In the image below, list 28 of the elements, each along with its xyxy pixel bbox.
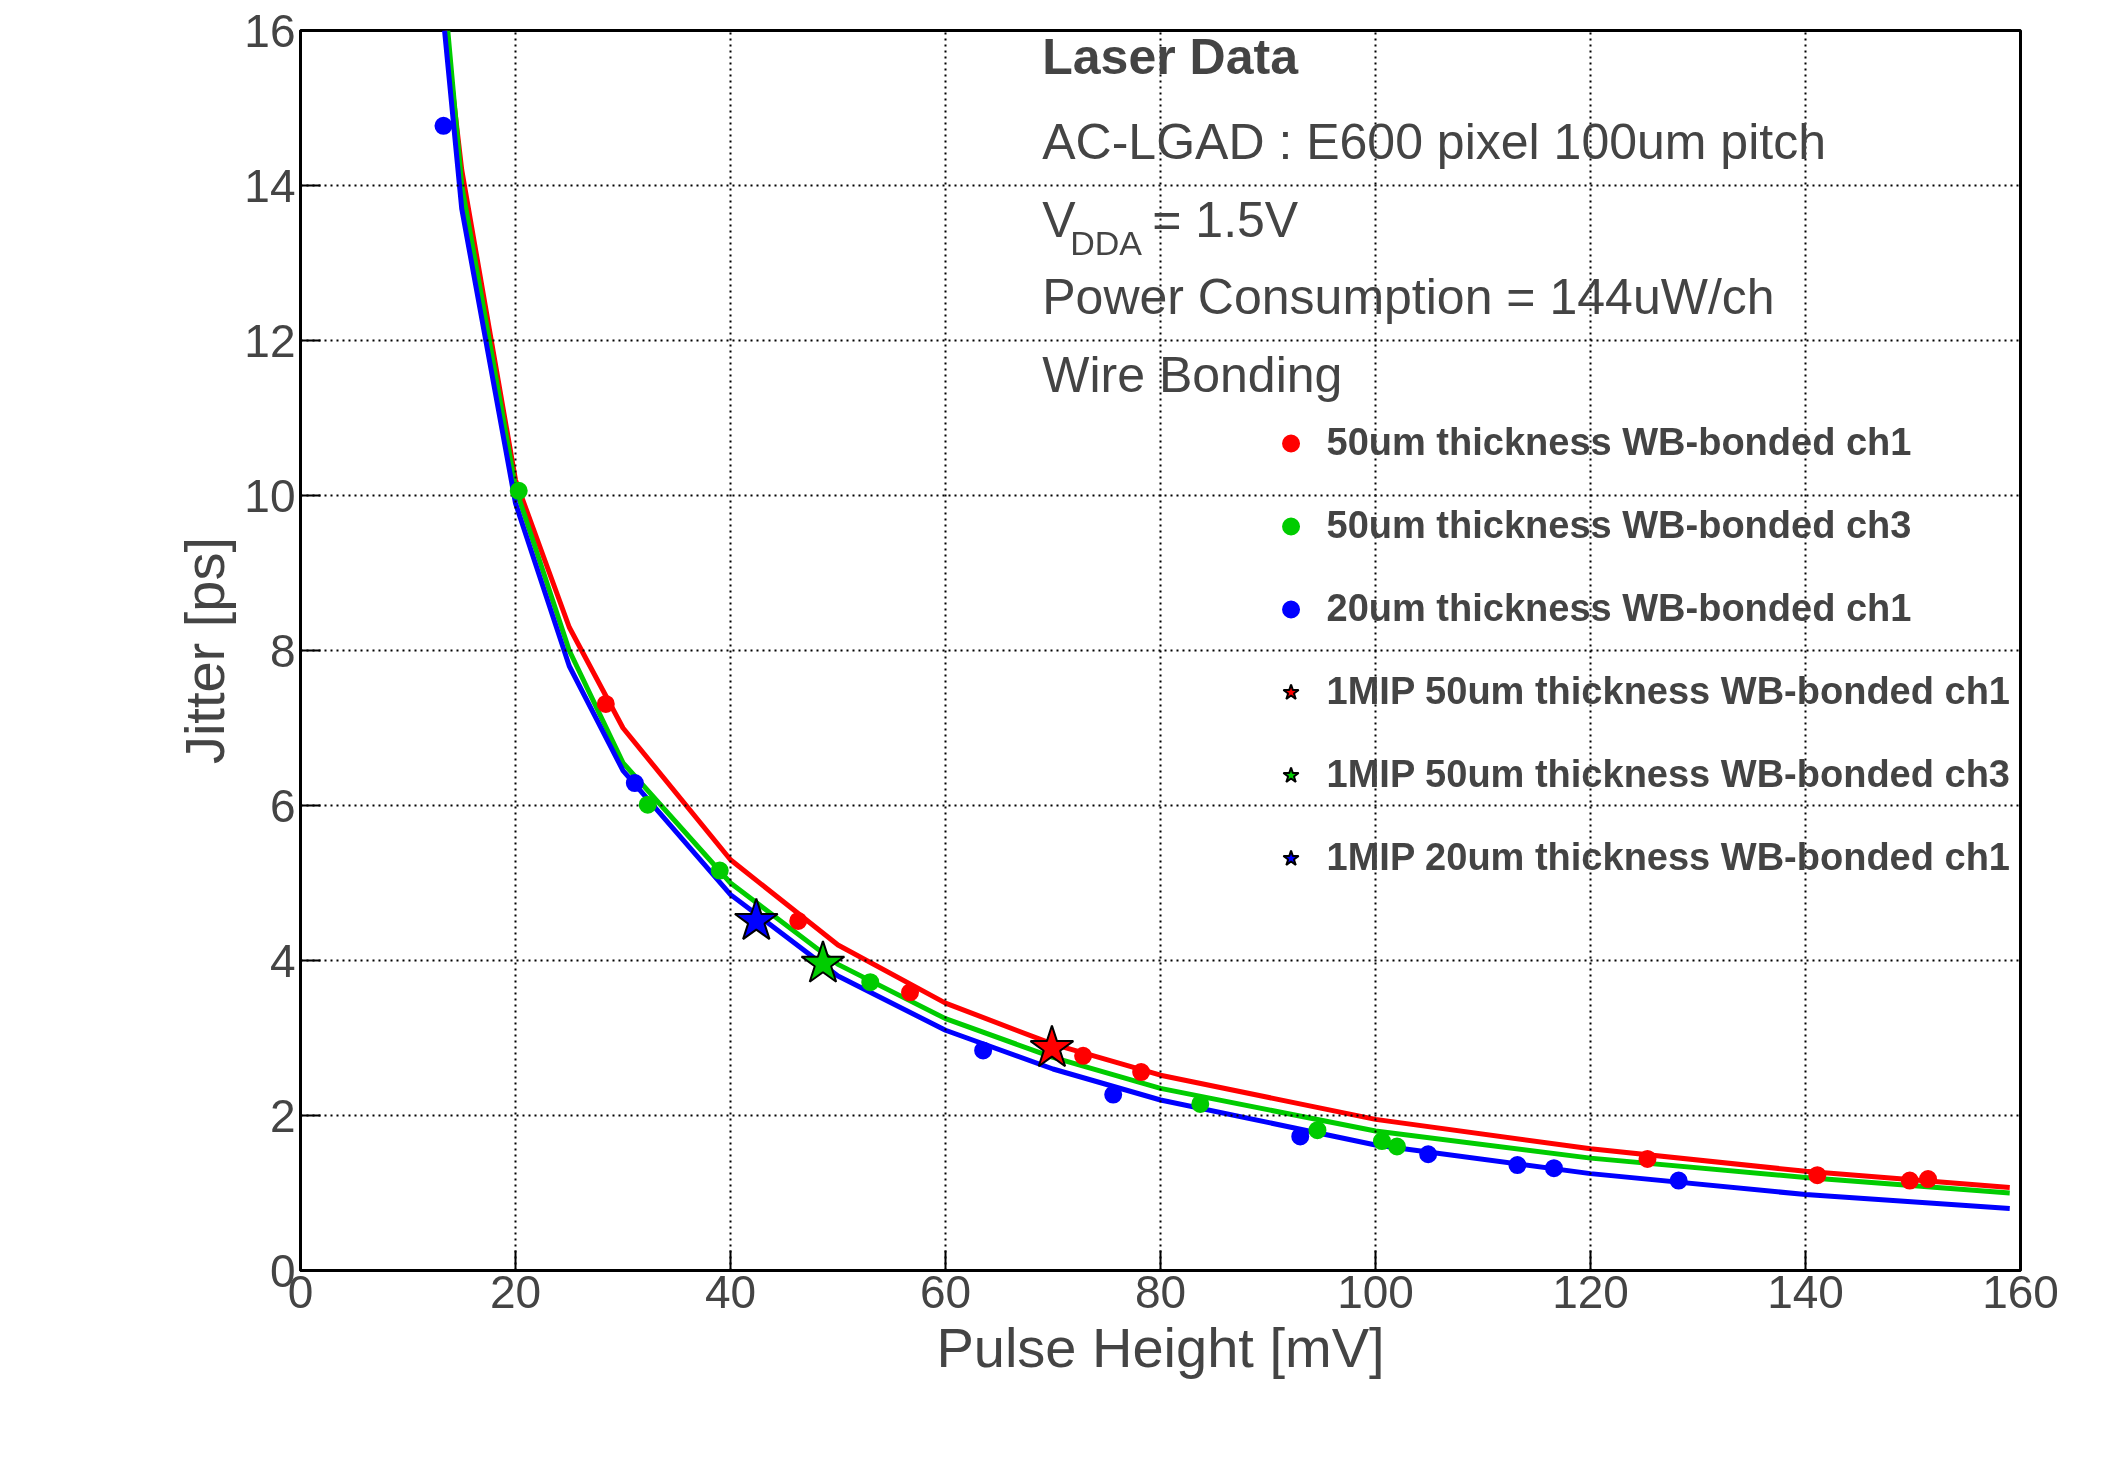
y-tick-label: 14 [244, 159, 296, 212]
y-tick-label: 2 [269, 1089, 296, 1142]
y-tick-label: 6 [269, 779, 296, 832]
annotation: AC-LGAD : E600 pixel 100um pitch [1042, 114, 1826, 170]
legend-label: 1MIP 50um thickness WB-bonded ch3 [1326, 753, 2010, 796]
x-tick-label: 140 [1767, 1265, 1844, 1318]
x-tick-label: 80 [1134, 1265, 1187, 1318]
annotation: Power Consumption = 144uW/ch [1042, 269, 1775, 325]
legend-label: 20um thickness WB-bonded ch1 [1326, 587, 1912, 630]
chart-title: Laser Data [1042, 28, 1300, 85]
y-axis-title: Jitter [ps] [173, 536, 237, 765]
x-tick-label: 120 [1552, 1265, 1629, 1318]
legend-label: 1MIP 20um thickness WB-bonded ch1 [1326, 836, 2010, 879]
x-tick-label: 20 [489, 1265, 542, 1318]
y-tick-label: 4 [269, 934, 296, 987]
x-tick-label: 160 [1982, 1265, 2059, 1318]
x-tick-label: 60 [919, 1265, 972, 1318]
x-tick-label: 100 [1337, 1265, 1414, 1318]
y-tick-label: 8 [269, 624, 296, 677]
annotation: Wire Bonding [1042, 346, 1343, 403]
y-tick-label: 10 [244, 469, 296, 522]
legend-label: 50um thickness WB-bonded ch3 [1326, 504, 1912, 547]
legend-label: 50um thickness WB-bonded ch1 [1326, 421, 1912, 464]
y-tick-label: 16 [244, 4, 296, 57]
x-tick-label: 40 [704, 1265, 757, 1318]
x-axis-title: Pulse Height [mV] [936, 1315, 1385, 1379]
legend-label: 1MIP 50um thickness WB-bonded ch1 [1326, 670, 2010, 713]
y-tick-label: 12 [244, 314, 296, 367]
